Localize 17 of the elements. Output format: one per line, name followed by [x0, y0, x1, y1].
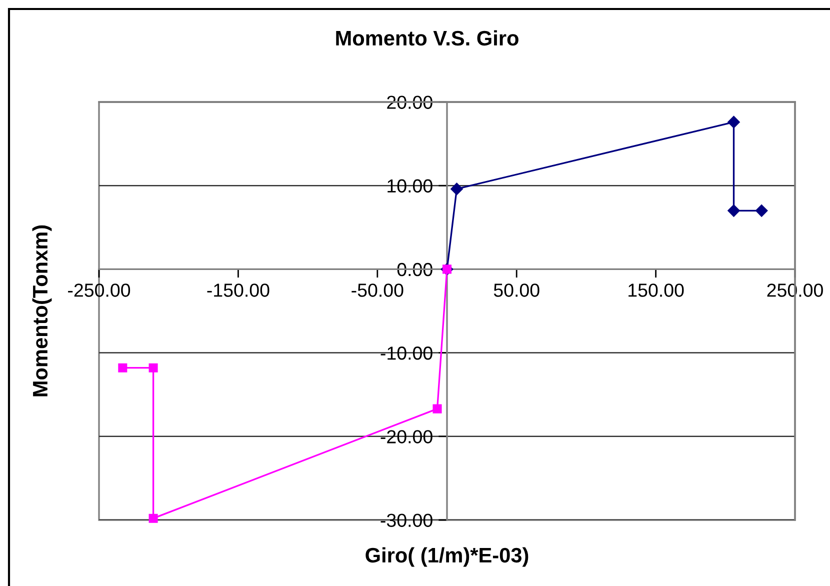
x-tick-label: -50.00	[352, 284, 404, 297]
chart-title: Momento V.S. Giro	[336, 30, 518, 46]
x-tick-label: -150.00	[207, 284, 270, 297]
x-tick-label: 150.00	[628, 284, 684, 297]
point	[450, 182, 463, 196]
x-tick-label: 250.00	[767, 284, 823, 297]
point	[118, 363, 128, 372]
y-axis-title: Momento(Tonxm)	[32, 225, 52, 396]
point	[755, 204, 768, 217]
point	[148, 514, 158, 523]
x-axis-title: Giro( (1/m)*E-03)	[366, 547, 528, 567]
point	[432, 404, 442, 414]
point	[728, 116, 740, 128]
x-tick-label: -250.00	[68, 284, 130, 297]
point	[728, 204, 740, 217]
point	[148, 363, 158, 372]
x-tick-label: 50.00	[494, 284, 540, 297]
